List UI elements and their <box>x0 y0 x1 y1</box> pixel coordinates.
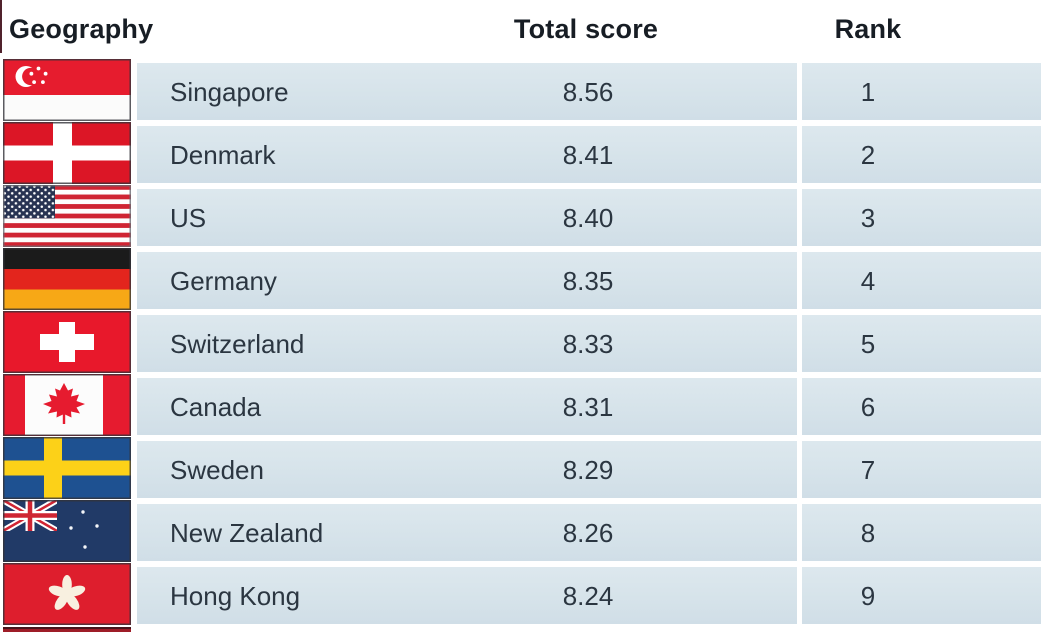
rank-cell: 5 <box>802 315 1041 372</box>
country-label: Singapore <box>170 77 289 107</box>
us-flag-icon <box>3 185 131 247</box>
singapore-flag-icon <box>3 59 131 121</box>
geography-cell: Denmark 8.41 <box>137 126 797 183</box>
country-label: Germany <box>170 266 277 296</box>
score-value: 8.29 <box>562 455 614 485</box>
country-label: Switzerland <box>170 329 305 359</box>
rank-value: 3 <box>860 203 876 233</box>
rank-value: 1 <box>860 77 876 107</box>
score-value: 8.26 <box>562 518 614 548</box>
table-row: New Zealand 8.26 8 <box>0 500 1041 562</box>
hong-kong-flag-icon <box>3 563 131 625</box>
geography-cell: Germany 8.35 <box>137 252 797 309</box>
rank-value: 2 <box>860 140 876 170</box>
score-value: 8.24 <box>562 581 614 611</box>
score-value: 8.35 <box>562 266 614 296</box>
country-label: Hong Kong <box>170 581 301 611</box>
geography-cell: Singapore 8.56 <box>137 63 797 120</box>
table-row: Hong Kong 8.24 9 <box>0 563 1041 625</box>
rank-value: 9 <box>860 581 876 611</box>
column-header-total-score: Total score <box>513 14 659 44</box>
country-label: US <box>170 203 207 233</box>
rank-value: 8 <box>860 518 876 548</box>
rank-cell: 6 <box>802 378 1041 435</box>
geography-cell: US 8.40 <box>137 189 797 246</box>
rank-value: 7 <box>860 455 876 485</box>
geography-cell: Hong Kong 8.24 <box>137 567 797 624</box>
rank-cell: 7 <box>802 441 1041 498</box>
column-header-geography: Geography <box>9 14 154 44</box>
rank-cell: 9 <box>802 567 1041 624</box>
table-row: Sweden 8.29 7 <box>0 437 1041 499</box>
table-row: Denmark 8.41 2 <box>0 122 1041 184</box>
table-row: Singapore 8.56 1 <box>0 59 1041 121</box>
country-label: Sweden <box>170 455 264 485</box>
table-row: Canada 8.31 6 <box>0 374 1041 436</box>
switzerland-flag-icon <box>3 311 131 373</box>
score-value: 8.33 <box>562 329 614 359</box>
rank-cell: 4 <box>802 252 1041 309</box>
score-value: 8.41 <box>562 140 614 170</box>
geography-cell: New Zealand 8.26 <box>137 504 797 561</box>
rank-value: 5 <box>860 329 876 359</box>
rank-cell: 8 <box>802 504 1041 561</box>
rank-cell: 2 <box>802 126 1041 183</box>
geography-cell: Canada 8.31 <box>137 378 797 435</box>
table-row: Switzerland 8.33 5 <box>0 311 1041 373</box>
country-label: Denmark <box>170 140 276 170</box>
geography-cell: Switzerland 8.33 <box>137 315 797 372</box>
germany-flag-icon <box>3 248 131 310</box>
partial-next-flag-icon <box>3 627 131 632</box>
score-value: 8.56 <box>562 77 614 107</box>
rank-value: 6 <box>860 392 876 422</box>
rank-cell: 3 <box>802 189 1041 246</box>
rank-value: 4 <box>860 266 876 296</box>
geography-cell: Sweden 8.29 <box>137 441 797 498</box>
rank-cell: 1 <box>802 63 1041 120</box>
score-value: 8.40 <box>562 203 614 233</box>
canada-flag-icon <box>3 374 131 436</box>
country-label: New Zealand <box>170 518 324 548</box>
column-header-rank: Rank <box>834 14 902 44</box>
country-label: Canada <box>170 392 262 422</box>
sweden-flag-icon <box>3 437 131 499</box>
score-value: 8.31 <box>562 392 614 422</box>
table-row: US 8.40 3 <box>0 185 1041 247</box>
denmark-flag-icon <box>3 122 131 184</box>
table-row: Germany 8.35 4 <box>0 248 1041 310</box>
edge-artifact <box>0 0 2 53</box>
new-zealand-flag-icon <box>3 500 131 562</box>
